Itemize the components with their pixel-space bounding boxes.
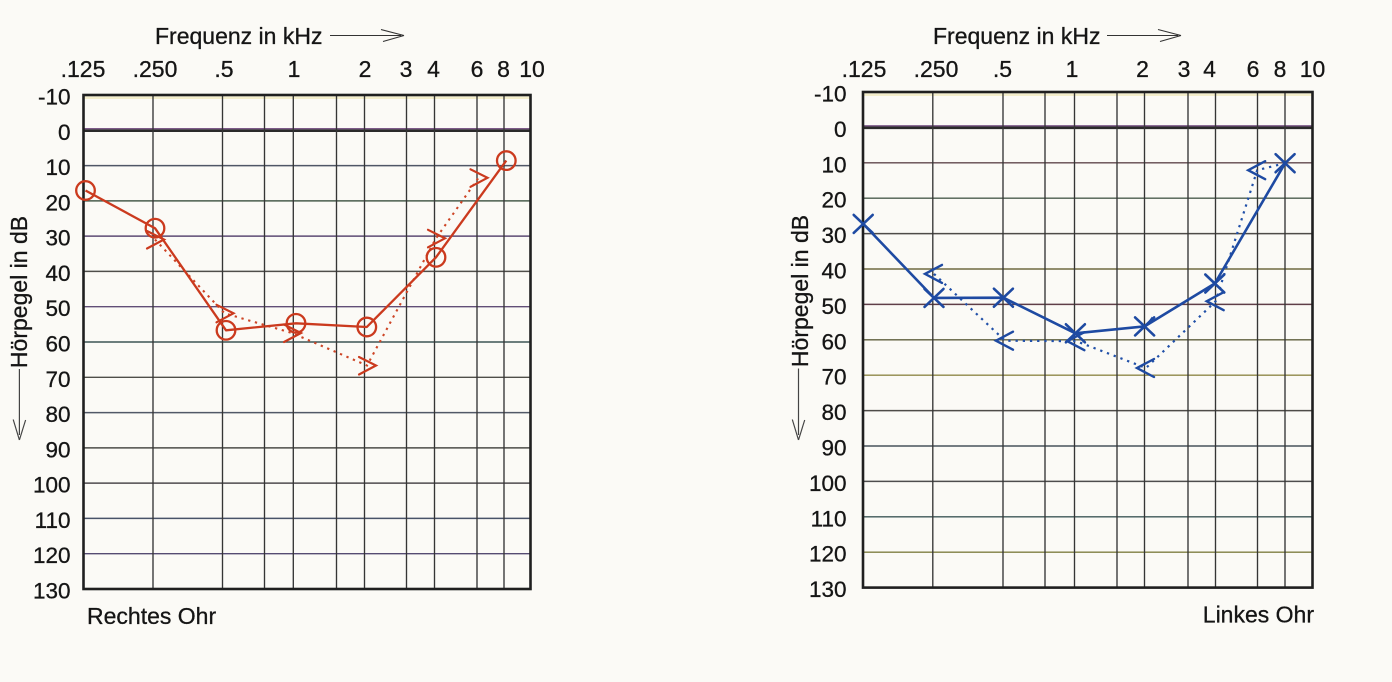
- svg-text:3: 3: [400, 56, 413, 82]
- svg-text:0: 0: [834, 117, 847, 142]
- svg-text:1: 1: [288, 56, 301, 82]
- svg-text:0: 0: [58, 120, 71, 145]
- svg-text:90: 90: [45, 437, 70, 462]
- svg-text:Hörpegel in dB: Hörpegel in dB: [787, 215, 813, 367]
- svg-text:20: 20: [45, 190, 70, 215]
- svg-text:120: 120: [33, 543, 71, 568]
- svg-text:Rechtes Ohr: Rechtes Ohr: [87, 603, 216, 629]
- svg-text:40: 40: [821, 259, 846, 284]
- svg-text:50: 50: [45, 296, 70, 321]
- svg-text:Hörpegel in dB: Hörpegel in dB: [6, 216, 32, 368]
- svg-text:110: 110: [811, 506, 847, 531]
- svg-text:130: 130: [809, 577, 847, 602]
- svg-text:10: 10: [45, 155, 70, 180]
- svg-text:6: 6: [1247, 56, 1260, 82]
- svg-text:3: 3: [1178, 56, 1191, 82]
- svg-text:60: 60: [821, 329, 846, 354]
- svg-text:50: 50: [821, 294, 846, 319]
- svg-text:30: 30: [45, 226, 70, 251]
- svg-text:.250: .250: [914, 56, 959, 82]
- svg-text:2: 2: [359, 56, 372, 82]
- svg-text:70: 70: [821, 365, 846, 390]
- svg-text:Linkes Ohr: Linkes Ohr: [1203, 602, 1315, 628]
- svg-text:.5: .5: [993, 56, 1012, 82]
- svg-text:30: 30: [821, 223, 846, 248]
- svg-text:.5: .5: [214, 56, 233, 82]
- svg-text:60: 60: [45, 332, 70, 357]
- svg-text:10: 10: [821, 152, 846, 177]
- svg-text:8: 8: [497, 56, 510, 82]
- svg-text:-10: -10: [38, 85, 71, 110]
- svg-text:120: 120: [809, 542, 847, 567]
- svg-text:10: 10: [1300, 56, 1326, 82]
- svg-text:100: 100: [33, 473, 71, 498]
- svg-text:20: 20: [821, 188, 846, 213]
- svg-text:.125: .125: [61, 56, 106, 82]
- svg-text:130: 130: [33, 579, 71, 604]
- svg-text:8: 8: [1274, 56, 1287, 82]
- svg-text:70: 70: [45, 367, 70, 392]
- svg-text:.125: .125: [842, 56, 887, 82]
- svg-text:2: 2: [1136, 56, 1149, 82]
- svg-text:Frequenz in kHz: Frequenz in kHz: [933, 23, 1100, 49]
- svg-text:40: 40: [45, 261, 70, 286]
- svg-text:4: 4: [1203, 56, 1216, 82]
- svg-text:80: 80: [45, 402, 70, 427]
- svg-text:6: 6: [471, 56, 484, 82]
- svg-text:90: 90: [821, 436, 846, 461]
- svg-text:80: 80: [821, 400, 846, 425]
- svg-text:10: 10: [519, 56, 545, 82]
- svg-text:4: 4: [427, 56, 440, 82]
- svg-text:.250: .250: [133, 56, 178, 82]
- svg-text:Frequenz in kHz: Frequenz in kHz: [155, 23, 322, 49]
- svg-text:-10: -10: [814, 82, 847, 107]
- svg-text:110: 110: [35, 508, 71, 533]
- svg-text:1: 1: [1066, 56, 1079, 82]
- svg-text:100: 100: [809, 471, 847, 496]
